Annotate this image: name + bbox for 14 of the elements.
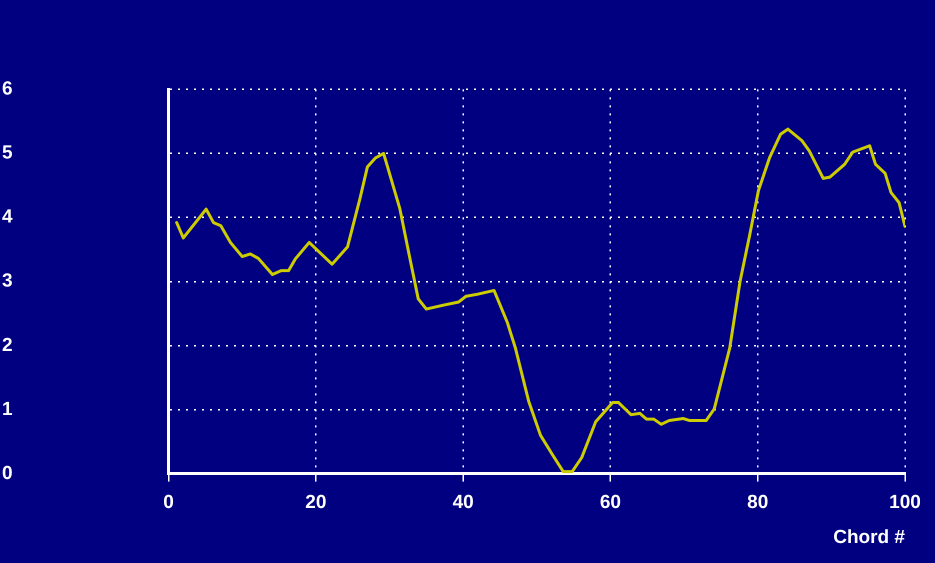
x-tick-label: 0 <box>163 492 174 514</box>
y-tick-label: 5 <box>2 142 13 164</box>
x-tick-label: 40 <box>452 492 474 514</box>
y-tick-label: 3 <box>2 270 13 292</box>
y-tick-label: 2 <box>2 334 13 356</box>
y-tick-label: 4 <box>2 206 13 228</box>
y-tick-label: 0 <box>2 462 13 484</box>
x-axis-title: Chord # <box>833 527 906 548</box>
x-tick-label: 20 <box>305 492 326 514</box>
x-tick-label: 60 <box>600 492 621 514</box>
x-tick-label: 80 <box>747 492 768 514</box>
y-tick-label: 6 <box>2 78 13 100</box>
x-tick-label: 100 <box>889 492 921 514</box>
y-tick-label: 1 <box>2 398 13 420</box>
